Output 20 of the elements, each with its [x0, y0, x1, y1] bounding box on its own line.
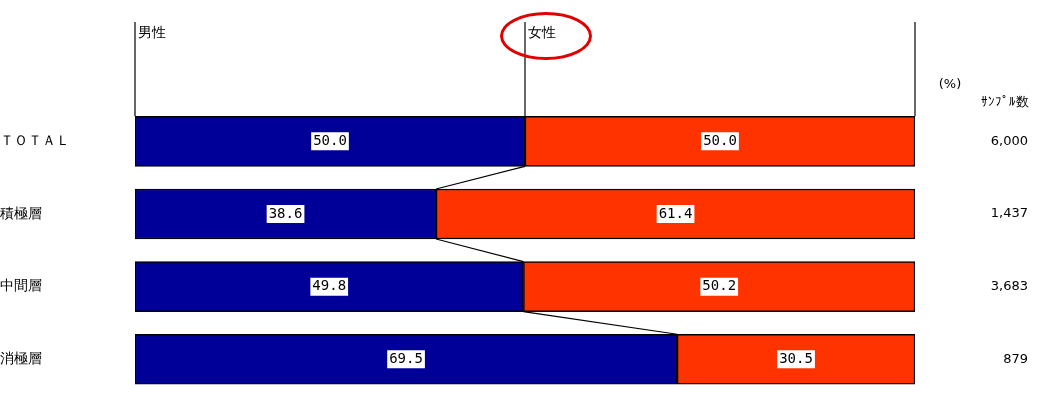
- y-tick-label: ＴＯＴＡＬ: [0, 131, 70, 148]
- text: 1,437: [990, 205, 1028, 221]
- data-label: 50.0: [703, 131, 737, 148]
- text: ｻﾝﾌﾟﾙ数: [981, 94, 1029, 110]
- data-label: 50.0: [313, 131, 347, 148]
- data-label: 61.4: [658, 204, 693, 221]
- text: 879: [1003, 350, 1028, 366]
- text: 3,683: [990, 278, 1028, 293]
- y-tick-label: 積極層: [0, 204, 42, 221]
- data-label: 49.8: [312, 277, 347, 294]
- data-label: 30.5: [779, 349, 813, 366]
- text: 男性: [138, 23, 166, 40]
- text: 6,000: [990, 132, 1028, 148]
- text: (%): [938, 76, 962, 92]
- data-label: 50.2: [702, 277, 737, 294]
- data-label: 38.6: [268, 204, 303, 221]
- y-tick-label: 中間層: [0, 277, 42, 294]
- y-tick-label: 消極層: [0, 349, 42, 366]
- data-label: 69.5: [389, 349, 423, 366]
- text: 女性: [528, 23, 556, 40]
